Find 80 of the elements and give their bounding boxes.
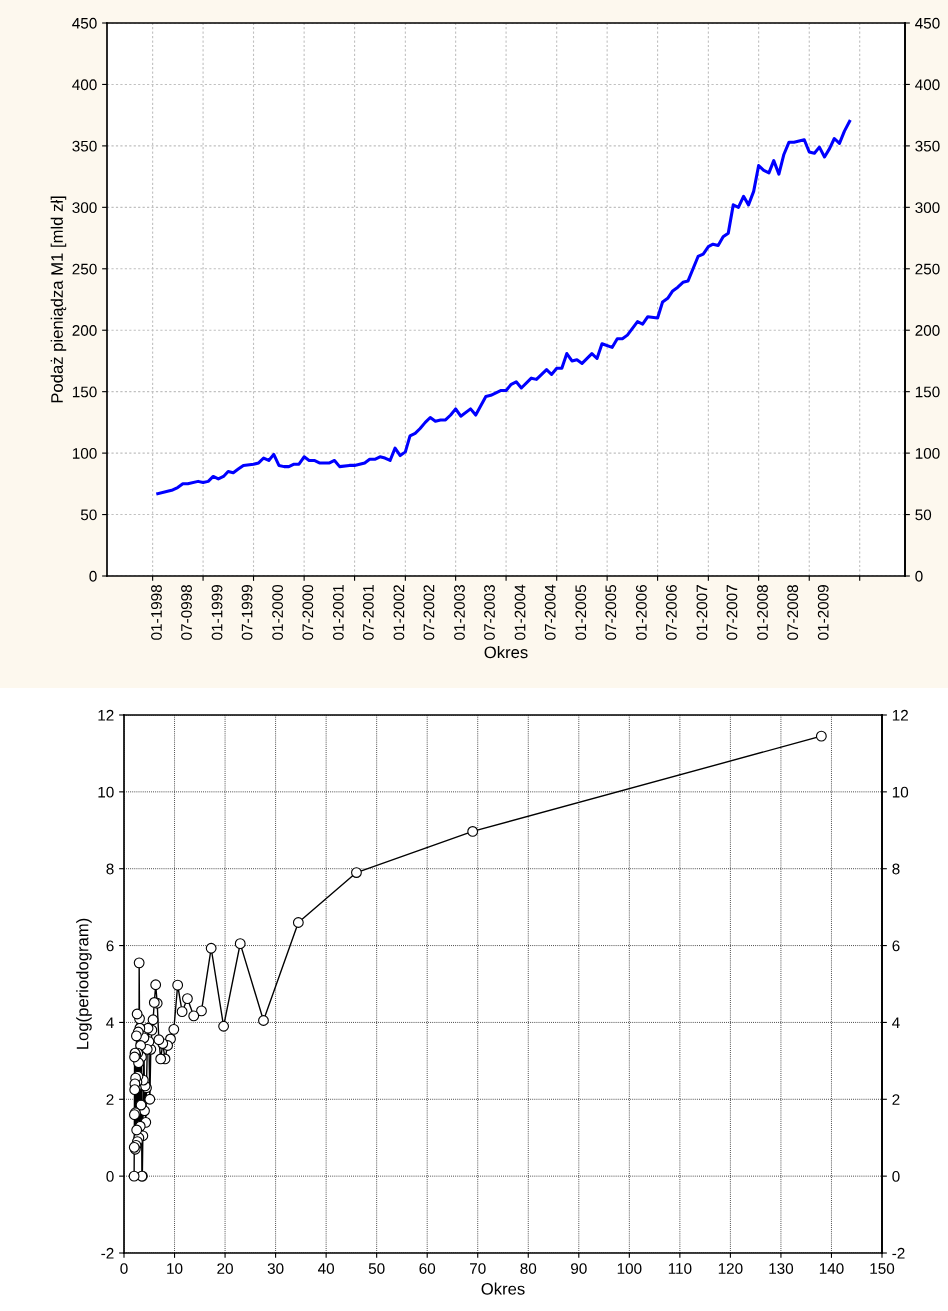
y-tick-label: 300 <box>72 202 97 214</box>
y-tick-label: 250 <box>72 263 97 275</box>
y2-tick-label: 0 <box>915 570 923 582</box>
y-tick-label: 6 <box>106 940 114 952</box>
y2-tick-label: 0 <box>892 1171 900 1182</box>
x-axis-title: Okres <box>481 1282 525 1295</box>
y-tick-label: 12 <box>98 709 114 721</box>
y2-tick-label: 12 <box>892 709 908 721</box>
y-tick-label: 100 <box>72 447 97 459</box>
x-tick-label: 01-2006 <box>635 585 647 640</box>
x-tick-label: 50 <box>368 1263 385 1274</box>
x-tick-label: 01-2000 <box>272 584 284 640</box>
y2-tick-label: 200 <box>915 325 940 336</box>
x-tick-label: 01-1999 <box>211 585 223 640</box>
x-tick-label: 01-2005 <box>575 584 587 640</box>
y2-tick-label: 50 <box>915 509 932 521</box>
y-tick-label: 450 <box>72 17 97 29</box>
y2-tick-label: 150 <box>915 386 940 398</box>
x-tick-label: 07-2003 <box>484 585 495 640</box>
y-tick-label: -2 <box>101 1247 114 1259</box>
x-tick-label: 07-2000 <box>302 584 314 640</box>
y-tick-label: 50 <box>80 509 97 521</box>
x-tick-label: 01-2003 <box>454 585 465 640</box>
x-tick-label: 07-2007 <box>726 585 738 640</box>
x-tick-label: 80 <box>520 1263 537 1274</box>
x-axis-title: Okres <box>484 645 528 659</box>
x-tick-label: 01-2008 <box>757 584 768 640</box>
line-series <box>156 119 852 496</box>
y2-tick-label: 250 <box>915 263 940 275</box>
x-tick-label: 130 <box>769 1263 794 1274</box>
x-tick-label: 01-2002 <box>393 585 405 640</box>
y2-tick-label: 450 <box>915 17 940 29</box>
x-tick-label: 70 <box>470 1263 486 1274</box>
y2-tick-label: 8 <box>892 863 900 875</box>
y-tick-label: 200 <box>72 325 97 336</box>
y2-tick-label: 4 <box>892 1017 900 1028</box>
x-tick-label: 0 <box>120 1263 128 1274</box>
y-tick-label: 350 <box>72 140 97 152</box>
x-tick-label: 100 <box>617 1263 642 1274</box>
x-tick-label: 01-2001 <box>332 585 344 640</box>
x-tick-label: 120 <box>718 1263 743 1274</box>
x-tick-label: 07-2001 <box>362 585 374 640</box>
x-tick-label: 01-2007 <box>696 585 708 640</box>
x-tick-label: 110 <box>668 1263 692 1274</box>
x-tick-label: 01-2004 <box>514 584 526 640</box>
x-tick-label: 07-2005 <box>605 584 617 640</box>
y-tick-label: 8 <box>106 863 114 875</box>
y-tick-label: 4 <box>106 1017 114 1028</box>
y-tick-label: 150 <box>72 386 97 398</box>
y2-tick-label: 100 <box>915 447 940 459</box>
x-tick-label: 140 <box>819 1263 844 1274</box>
x-tick-label: 07-2006 <box>665 585 677 640</box>
x-tick-label: 60 <box>419 1263 436 1274</box>
x-tick-label: 150 <box>870 1263 895 1274</box>
y2-tick-label: -2 <box>892 1247 905 1259</box>
x-tick-label: 90 <box>571 1263 587 1274</box>
x-tick-label: 30 <box>267 1263 284 1274</box>
x-tick-label: 07-2008 <box>787 584 799 640</box>
x-tick-label: 20 <box>217 1263 233 1274</box>
x-tick-label: 01-1998 <box>151 584 162 640</box>
y-tick-label: 400 <box>72 79 97 91</box>
y-axis-title: Log(periodogram) <box>76 918 92 1049</box>
x-tick-label: 40 <box>317 1263 335 1274</box>
y2-tick-label: 10 <box>892 786 909 798</box>
y-tick-label: 0 <box>106 1171 114 1182</box>
y-tick-label: 0 <box>89 570 97 582</box>
x-tick-label: 07-1999 <box>241 585 253 640</box>
y2-tick-label: 400 <box>915 79 940 91</box>
x-tick-label: 01-2009 <box>817 585 829 640</box>
x-tick-label: 07-0998 <box>181 584 192 640</box>
y2-tick-label: 2 <box>892 1094 900 1105</box>
y2-tick-label: 350 <box>915 140 940 152</box>
y2-tick-label: 300 <box>915 202 940 214</box>
x-tick-label: 07-2004 <box>544 584 556 640</box>
y-axis-title: Podaż pieniądza M1 [mld zł] <box>50 196 67 403</box>
y2-tick-label: 6 <box>892 940 900 952</box>
x-tick-label: 10 <box>167 1263 183 1274</box>
y-tick-label: 2 <box>106 1094 114 1105</box>
x-tick-label: 07-2002 <box>423 585 435 640</box>
y-tick-label: 10 <box>98 786 114 798</box>
